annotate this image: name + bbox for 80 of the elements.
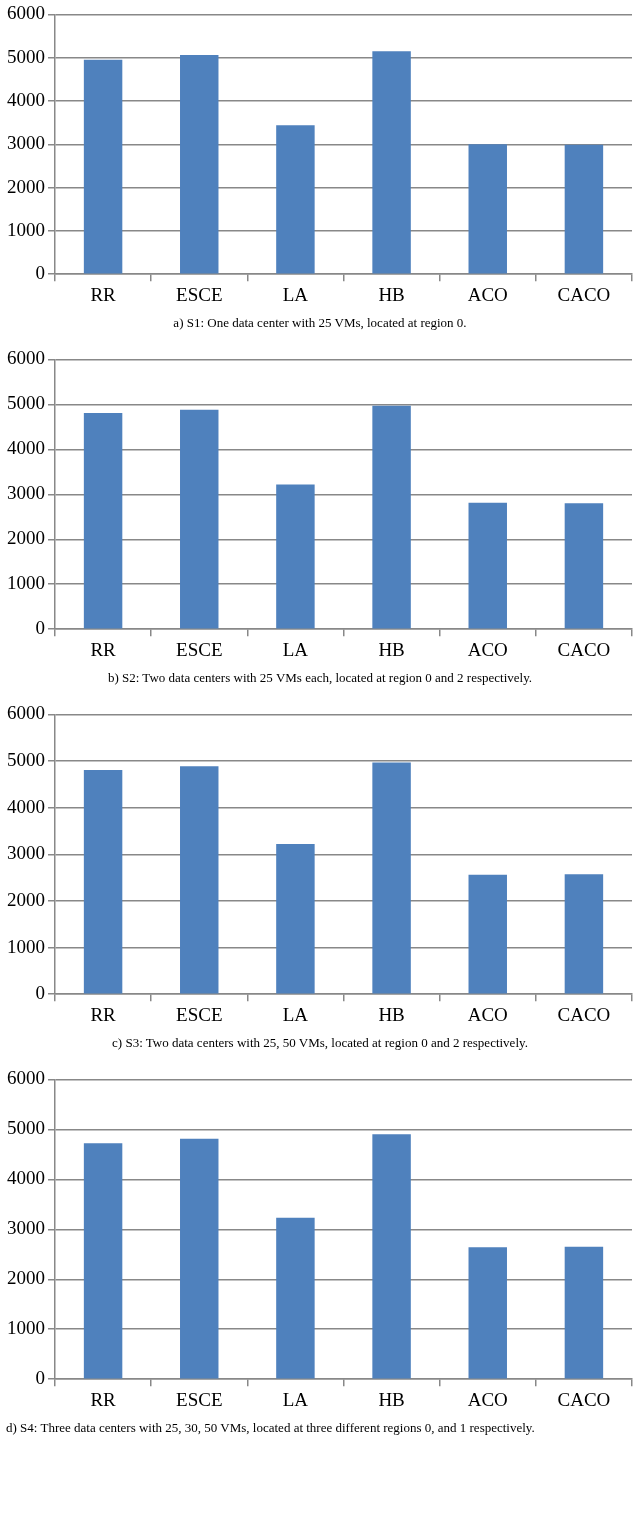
y-tick-label: 3000 (7, 1217, 45, 1239)
y-tick-label: 2000 (7, 527, 45, 549)
y-tick-label: 5000 (7, 45, 45, 67)
bar (180, 766, 219, 994)
x-tick-label: ACO (467, 1388, 508, 1410)
x-tick-label: HB (378, 1003, 405, 1025)
y-tick-label: 4000 (7, 795, 45, 817)
y-tick-label: 6000 (7, 347, 45, 369)
bar (180, 55, 219, 274)
bar (276, 125, 315, 274)
bar (564, 1246, 604, 1379)
x-tick-label: LA (282, 283, 309, 305)
x-tick-label: ESCE (176, 283, 223, 305)
x-tick-label: CACO (557, 283, 611, 305)
y-tick-label: 2000 (7, 175, 45, 197)
x-tick-label: RR (90, 1388, 117, 1410)
y-tick-label: 4000 (7, 437, 45, 459)
bar (180, 409, 219, 629)
bar (468, 502, 507, 629)
y-tick-label: 3000 (7, 482, 45, 504)
bar (276, 844, 315, 994)
y-tick-label: 1000 (7, 572, 45, 594)
x-tick-label: RR (90, 638, 117, 660)
bar (564, 503, 604, 629)
x-tick-label: ACO (467, 1003, 508, 1025)
y-tick-label: 4000 (7, 88, 45, 110)
y-tick-label: 0 (35, 617, 45, 639)
x-tick-label: LA (282, 1003, 309, 1025)
y-tick-label: 6000 (7, 1067, 45, 1089)
bar (564, 874, 604, 994)
x-tick-label: ESCE (176, 638, 223, 660)
x-tick-label: HB (378, 283, 405, 305)
x-tick-label: RR (90, 283, 117, 305)
y-tick-label: 3000 (7, 842, 45, 864)
x-tick-label: CACO (557, 1003, 611, 1025)
x-tick-label: ACO (467, 283, 508, 305)
y-tick-label: 5000 (7, 392, 45, 414)
bar (372, 1134, 411, 1379)
y-tick-label: 5000 (7, 749, 45, 771)
y-tick-label: 0 (35, 262, 45, 284)
x-tick-label: HB (378, 638, 405, 660)
x-tick-label: RR (90, 1003, 117, 1025)
y-tick-label: 0 (35, 1367, 45, 1389)
x-tick-label: CACO (557, 1388, 611, 1410)
bar (276, 484, 315, 629)
bar (468, 144, 507, 274)
text: d) S4: Three data centers with 25, 30, 50 VMs, located at three different regions 0, and 1 respectively. (5, 1419, 536, 1437)
bar (83, 412, 123, 629)
bar (83, 1143, 123, 1379)
bar (468, 1247, 507, 1379)
bar (564, 144, 604, 274)
y-tick-label: 2000 (7, 1267, 45, 1289)
x-tick-label: CACO (557, 638, 611, 660)
bar (372, 405, 411, 629)
y-tick-label: 4000 (7, 1167, 45, 1189)
x-tick-label: HB (378, 1388, 405, 1410)
x-tick-label: LA (282, 638, 309, 660)
x-tick-label: ACO (467, 638, 508, 660)
bar (372, 762, 411, 994)
y-tick-label: 1000 (7, 218, 45, 240)
bar (83, 769, 123, 994)
text: c) S3: Two data centers with 25, 50 VMs, located at region 0 and 2 respectively. (111, 1034, 529, 1052)
y-tick-label: 0 (35, 982, 45, 1004)
y-tick-label: 5000 (7, 1117, 45, 1139)
bar (276, 1217, 315, 1379)
text: a) S1: One data center with 25 VMs, located at region 0. (172, 314, 468, 332)
x-tick-label: LA (282, 1388, 309, 1410)
bar (180, 1138, 219, 1379)
x-tick-label: ESCE (176, 1388, 223, 1410)
y-tick-label: 3000 (7, 132, 45, 154)
bar (83, 59, 123, 274)
y-tick-label: 1000 (7, 935, 45, 957)
text: b) S2: Two data centers with 25 VMs each, located at region 0 and 2 respectively. (106, 669, 534, 687)
x-tick-label: ESCE (176, 1003, 223, 1025)
bar (372, 51, 411, 274)
y-tick-label: 6000 (7, 702, 45, 724)
y-tick-label: 2000 (7, 888, 45, 910)
y-tick-label: 1000 (7, 1317, 45, 1339)
bar (468, 874, 507, 994)
y-tick-label: 6000 (7, 2, 45, 24)
